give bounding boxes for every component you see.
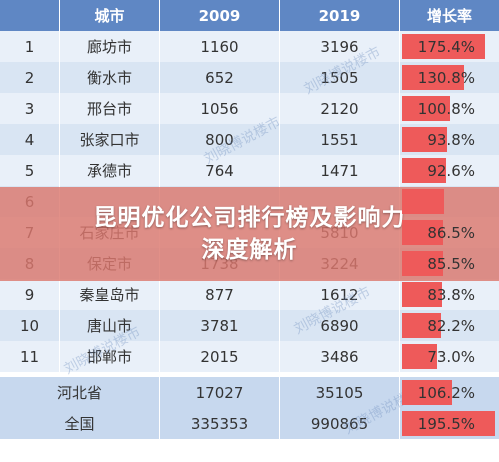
- row-2009: 3781: [160, 310, 280, 341]
- growth-cell: 100.8%: [400, 93, 499, 124]
- growth-cell: 73.0%: [400, 341, 499, 372]
- row-2009: 2015: [160, 341, 280, 372]
- row-index: 1: [0, 31, 60, 62]
- growth-cell: 82.2%: [400, 310, 499, 341]
- growth-value: 130.8%: [417, 68, 475, 87]
- growth-cell: 85.5%: [400, 248, 499, 279]
- row-index: 9: [0, 279, 60, 310]
- row-2019: 1612: [280, 279, 400, 310]
- row-city: 张家口市: [60, 124, 160, 155]
- row-index: 11: [0, 341, 60, 372]
- row-city: 邯郸市: [60, 341, 160, 372]
- growth-value: 73.0%: [427, 347, 475, 366]
- row-2019: 3486: [280, 341, 400, 372]
- growth-bar: [402, 282, 442, 307]
- row-city: 邢台市: [60, 93, 160, 124]
- growth-cell: 195.5%: [400, 408, 499, 439]
- total-2019: 35105: [280, 377, 400, 408]
- growth-cell: 106.2%: [400, 377, 499, 408]
- table-row: 10 唐山市 3781 6890 82.2%: [0, 310, 499, 341]
- row-index: 5: [0, 155, 60, 186]
- growth-bar: [402, 127, 447, 152]
- row-2019: 3196: [280, 31, 400, 62]
- row-city: 承德市: [60, 155, 160, 186]
- growth-cell: 86.5%: [400, 217, 499, 248]
- total-name: 河北省: [0, 377, 160, 408]
- table-header: 城市 2009 2019 增长率: [0, 0, 499, 31]
- header-2019: 2019: [280, 0, 400, 31]
- row-2019: 1505: [280, 62, 400, 93]
- growth-bar: [402, 313, 441, 338]
- row-index: 4: [0, 124, 60, 155]
- growth-bar: [402, 220, 443, 245]
- table-row: 5 承德市 764 1471 92.6%: [0, 155, 499, 186]
- row-2009: 1160: [160, 31, 280, 62]
- table-row: 1 廊坊市 1160 3196 175.4%: [0, 31, 499, 62]
- row-2009: 877: [160, 279, 280, 310]
- growth-bar: [402, 65, 464, 90]
- row-index: 2: [0, 62, 60, 93]
- row-2009: 764: [160, 155, 280, 186]
- growth-value: 85.5%: [427, 254, 475, 273]
- total-name: 全国: [0, 408, 160, 439]
- row-2019: 2120: [280, 93, 400, 124]
- growth-value: 82.2%: [427, 316, 475, 335]
- banner-title-line1: 昆明优化公司排行榜及影响力: [93, 205, 406, 231]
- row-city: 秦皇岛市: [60, 279, 160, 310]
- row-city: 廊坊市: [60, 31, 160, 62]
- row-city: 衡水市: [60, 62, 160, 93]
- banner-title-line2: 深度解析: [201, 237, 298, 263]
- growth-bar: [402, 251, 443, 276]
- growth-value: 92.6%: [427, 161, 475, 180]
- header-2009: 2009: [160, 0, 280, 31]
- table-row: 2 衡水市 652 1505 130.8%: [0, 62, 499, 93]
- growth-cell: 130.8%: [400, 62, 499, 93]
- total-row: 全国 335353 990865 195.5%: [0, 408, 499, 439]
- total-2019: 990865: [280, 408, 400, 439]
- row-city: 唐山市: [60, 310, 160, 341]
- growth-cell: 175.4%: [400, 31, 499, 62]
- growth-value: 106.2%: [417, 383, 475, 402]
- row-2009: 800: [160, 124, 280, 155]
- header-index: [0, 0, 60, 31]
- header-growth: 增长率: [426, 7, 472, 25]
- growth-cell: [400, 186, 499, 217]
- row-2019: 1471: [280, 155, 400, 186]
- row-2019: 1551: [280, 124, 400, 155]
- table-row: 3 邢台市 1056 2120 100.8%: [0, 93, 499, 124]
- header-city: 城市: [60, 0, 160, 31]
- growth-value: 100.8%: [417, 99, 475, 118]
- total-2009: 17027: [160, 377, 280, 408]
- row-index: 3: [0, 93, 60, 124]
- growth-bar: [402, 380, 452, 405]
- row-2019: 6890: [280, 310, 400, 341]
- row-index: 10: [0, 310, 60, 341]
- growth-value: 86.5%: [427, 223, 475, 242]
- growth-bar: [402, 344, 437, 369]
- growth-value: 83.8%: [427, 285, 475, 304]
- growth-cell: 92.6%: [400, 155, 499, 186]
- row-2009: 1056: [160, 93, 280, 124]
- growth-cell: 93.8%: [400, 124, 499, 155]
- total-2009: 335353: [160, 408, 280, 439]
- growth-bar: [402, 158, 446, 183]
- row-2009: 652: [160, 62, 280, 93]
- growth-bar: [402, 189, 444, 214]
- growth-value: 93.8%: [427, 130, 475, 149]
- growth-bar: [402, 411, 495, 436]
- table-row: 4 张家口市 800 1551 93.8%: [0, 124, 499, 155]
- total-row: 河北省 17027 35105 106.2%: [0, 377, 499, 408]
- growth-bar: [402, 34, 485, 59]
- table-row: 11 邯郸市 2015 3486 73.0%: [0, 341, 499, 372]
- growth-value: 195.5%: [417, 414, 475, 433]
- growth-cell: 83.8%: [400, 279, 499, 310]
- growth-bar: [402, 96, 450, 121]
- table-row: 9 秦皇岛市 877 1612 83.8%: [0, 279, 499, 310]
- growth-value: 175.4%: [417, 37, 475, 56]
